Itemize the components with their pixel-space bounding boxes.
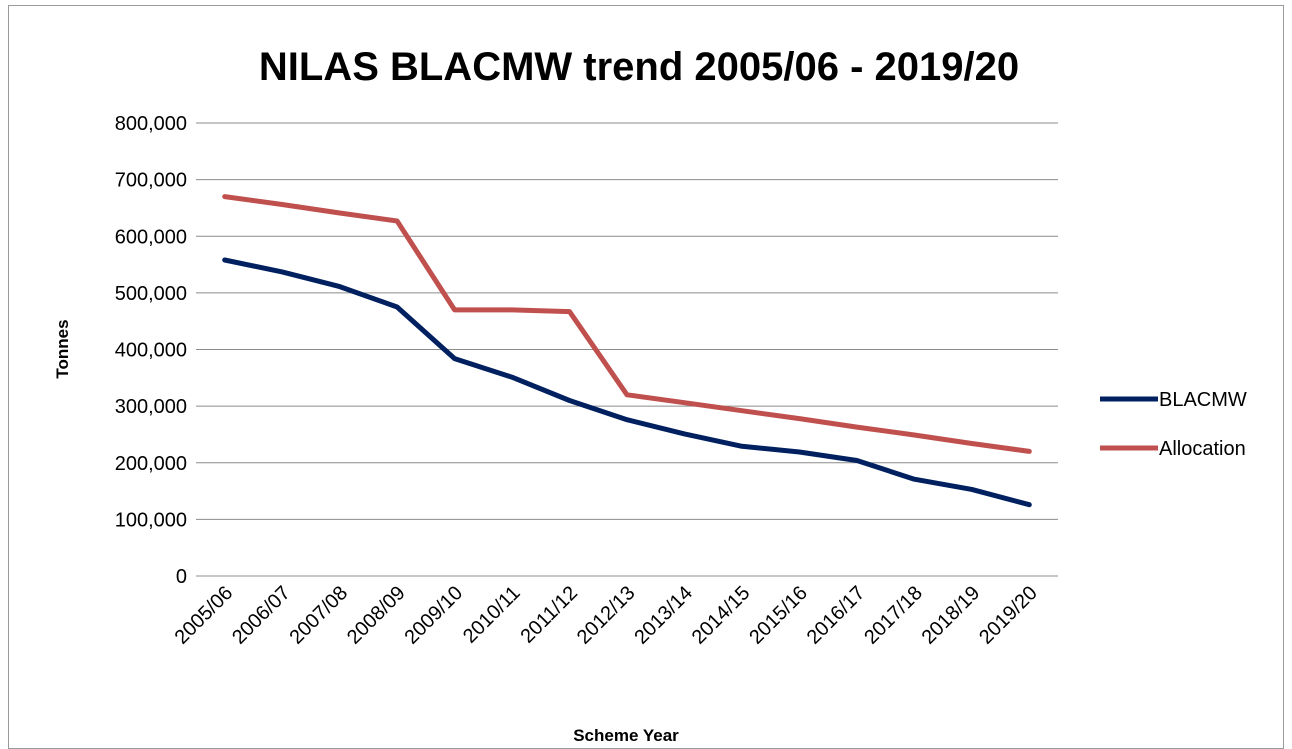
y-axis-title: Tonnes [53,319,72,378]
x-tick-label: 2011/12 [516,582,582,648]
chart-title: NILAS BLACMW trend 2005/06 - 2019/20 [259,45,1019,89]
x-axis-title: Scheme Year [573,726,679,745]
x-tick-label: 2007/08 [286,582,353,649]
legend-label: BLACMW [1159,389,1247,411]
x-tick-label: 2014/15 [688,582,755,649]
x-tick-label: 2019/20 [975,582,1042,649]
gridlines [196,122,1058,577]
y-tick-label: 500,000 [115,283,187,305]
x-tick-label: 2016/17 [803,582,870,649]
x-tick-label: 2017/18 [860,582,927,649]
x-tick-label: 2008/09 [343,582,410,649]
y-tick-label: 800,000 [115,113,187,135]
x-tick-label: 2010/11 [459,582,525,648]
y-axis-ticks: 0 100,000 200,000 300,000 400,000 500,000 600,… [115,113,187,588]
y-tick-label: 700,000 [115,170,187,192]
y-tick-label: 100,000 [115,509,187,531]
y-tick-label: 0 [176,566,187,588]
legend: BLACMW Allocation [1100,389,1247,460]
x-tick-label: 2013/14 [630,582,697,649]
chart-frame [8,5,1284,749]
series-line-allocation [222,194,1032,454]
x-tick-label: 2018/19 [918,582,985,649]
y-tick-label: 400,000 [115,340,187,362]
x-tick-label: 2012/13 [573,582,640,649]
legend-label: Allocation [1159,438,1246,460]
x-tick-label: 2006/07 [228,582,295,649]
y-tick-label: 300,000 [115,396,187,418]
y-tick-label: 200,000 [115,453,187,475]
y-tick-label: 600,000 [115,226,187,248]
series-lines [222,194,1032,508]
x-tick-label: 2009/10 [400,582,467,649]
x-axis-ticks: 2005/062006/072007/082008/092009/102010/… [171,582,1042,649]
x-tick-label: 2005/06 [171,582,238,649]
series-line-blacmw [222,257,1032,508]
x-tick-label: 2015/16 [745,582,812,649]
